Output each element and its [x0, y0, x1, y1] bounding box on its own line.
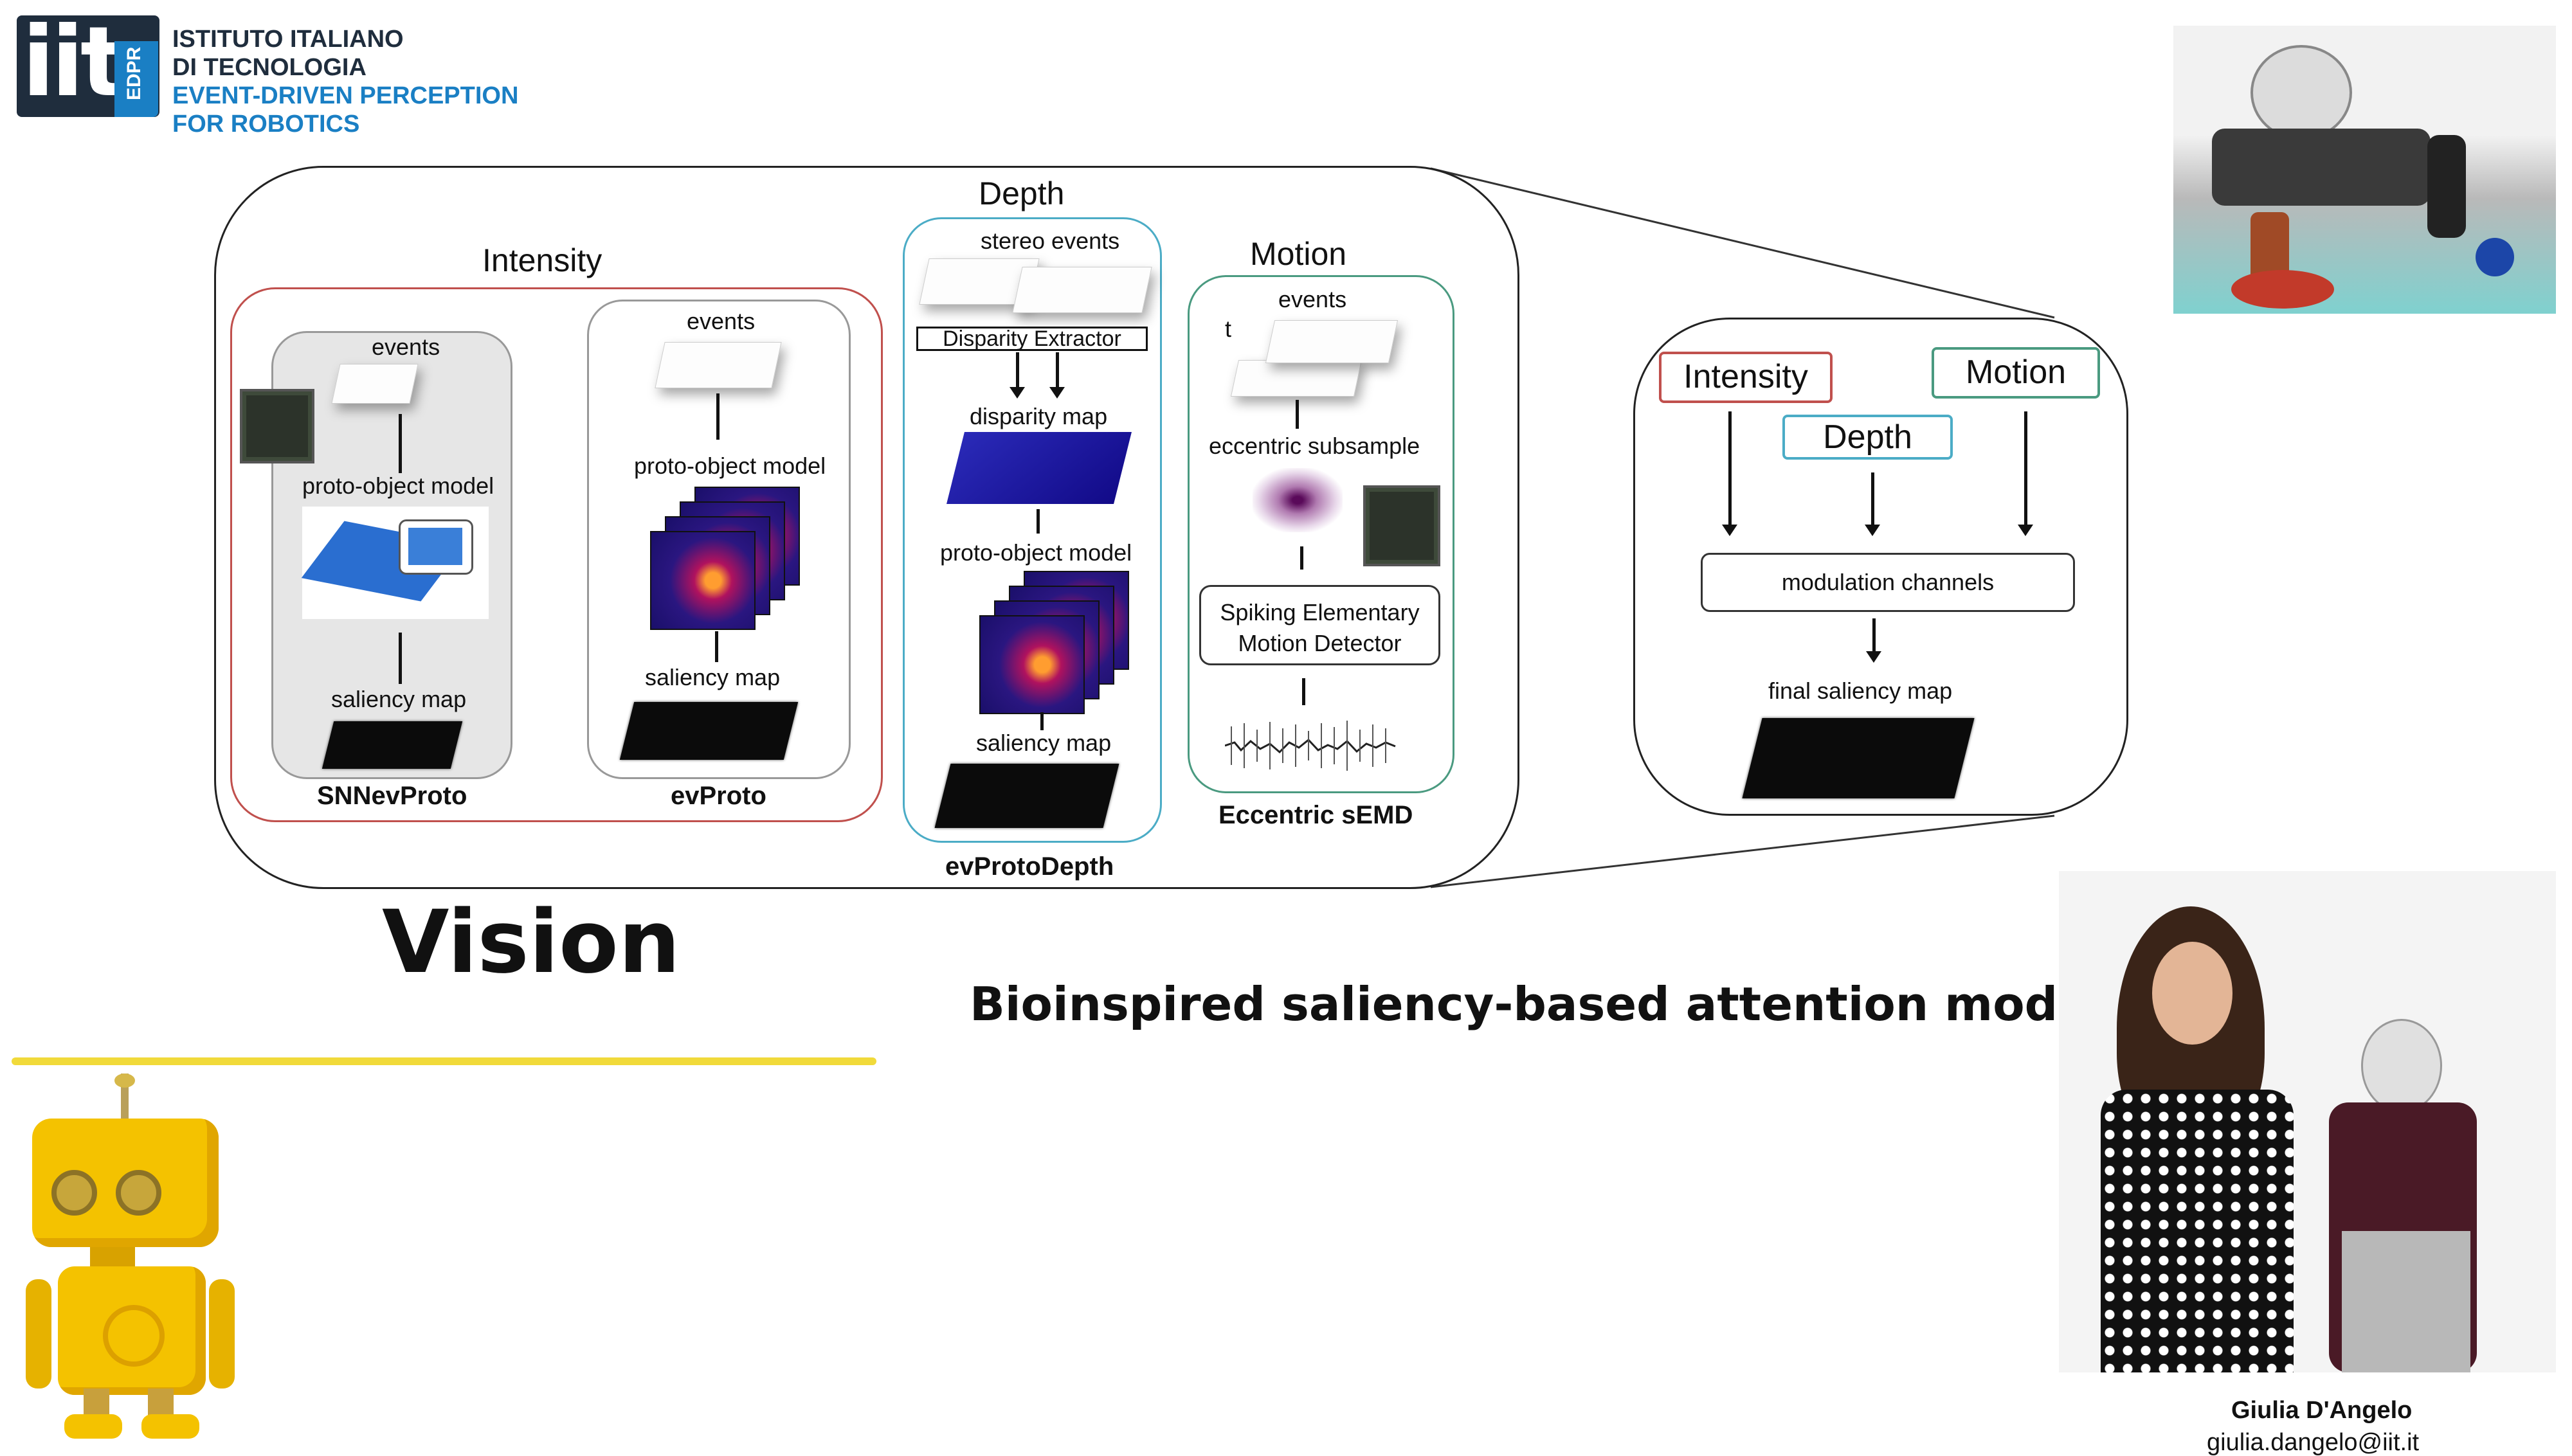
ev-saliency-label: saliency map	[645, 664, 781, 690]
semd-line-2: Motion Detector	[1238, 630, 1402, 656]
yellow-robot-illustration	[26, 1074, 238, 1440]
semd-line-1: Spiking Elementary	[1220, 599, 1420, 625]
ev-events-frame	[655, 342, 782, 388]
depth-model-label: proto-object model	[940, 539, 1132, 566]
presenter-photo	[2059, 871, 2556, 1372]
presenter-email[interactable]: giulia.dangelo@iit.it	[2207, 1429, 2420, 1456]
ev-events-label: events	[687, 308, 756, 334]
summary-motion-arrow	[2018, 411, 2033, 536]
intensity-group	[230, 287, 883, 822]
modulation-channels-box: modulation channels	[1701, 553, 2075, 612]
depth-saliency-map	[934, 764, 1119, 828]
disparity-extractor-box: Disparity Extractor	[916, 327, 1148, 351]
snn-events-label: events	[372, 334, 440, 360]
edpr-badge: EDPR	[114, 41, 158, 117]
neuromorphic-chip-icon	[240, 389, 314, 463]
institute-line-4: FOR ROBOTICS	[172, 111, 360, 138]
institute-line-1: ISTITUTO ITALIANO	[172, 26, 404, 53]
eccentric-sampling-plot	[1253, 468, 1343, 532]
ev-arrow-1	[716, 393, 720, 440]
motion-events-label: events	[1278, 286, 1347, 312]
final-saliency-map	[1742, 718, 1975, 798]
ev-saliency-map	[619, 702, 799, 760]
snn-saliency-label: saliency map	[331, 686, 467, 712]
depth-arrow-3	[1037, 509, 1040, 534]
summary-intensity-arrow	[1722, 411, 1737, 536]
depth-heading: Depth	[979, 175, 1065, 211]
evproto-name: evProto	[671, 782, 766, 810]
page-title: Vision	[382, 892, 680, 993]
institute-line-2: DI TECNOLOGIA	[172, 54, 367, 81]
depth-right-events-frame	[1012, 267, 1152, 313]
depth-arrow-1	[1010, 352, 1025, 399]
motion-arrow-2	[1300, 546, 1303, 570]
summary-depth-tag: Depth	[1782, 415, 1953, 460]
depth-proto-map-1	[979, 615, 1085, 714]
saliency-summary-panel	[1633, 318, 2128, 816]
semd-detector-box: Spiking Elementary Motion Detector	[1199, 585, 1440, 665]
intensity-heading: Intensity	[482, 242, 602, 278]
vision-diagram-panel	[214, 166, 1519, 889]
motion-arrow-3	[1302, 678, 1305, 705]
snn-arrow-2	[399, 633, 402, 684]
iit-logo-mark: iit	[22, 6, 127, 118]
final-saliency-label: final saliency map	[1768, 678, 1953, 704]
motion-events-frame-front	[1265, 320, 1399, 363]
depth-saliency-label: saliency map	[976, 730, 1112, 756]
summary-arrow-final	[1866, 618, 1881, 663]
spike-raster-plot	[1225, 721, 1396, 771]
depth-arrow-4	[1040, 712, 1044, 730]
ev-model-label: proto-object model	[634, 453, 826, 479]
depth-arrow-2	[1049, 352, 1065, 399]
eccentric-semd-name: Eccentric sEMD	[1218, 801, 1413, 829]
snn-arrow-1	[399, 414, 402, 473]
summary-intensity-tag: Intensity	[1659, 352, 1833, 403]
neuromorphic-chip-icon-2	[1363, 485, 1440, 566]
page-subtitle: Bioinspired saliency-based attention mod…	[970, 977, 2105, 1031]
institute-line-3: EVENT-DRIVEN PERCEPTION	[172, 82, 519, 109]
disparity-map-label: disparity map	[970, 403, 1108, 429]
eccentric-subsample-label: eccentric subsample	[1209, 433, 1420, 459]
depth-group	[903, 217, 1162, 843]
motion-heading: Motion	[1250, 236, 1347, 272]
ev-arrow-2	[715, 631, 718, 662]
snn-model-label: proto-object model	[302, 472, 494, 499]
snn-network-plot	[301, 507, 489, 619]
ev-proto-map-1	[650, 531, 756, 630]
snn-events-frame	[331, 364, 419, 404]
presenter-name: Giulia D'Angelo	[2231, 1397, 2413, 1424]
depth-stereo-label: stereo events	[981, 228, 1120, 254]
title-underline	[12, 1057, 876, 1065]
disparity-map-image	[946, 432, 1132, 504]
summary-depth-arrow	[1865, 472, 1880, 536]
time-axis-label: t	[1225, 316, 1232, 342]
motion-arrow-1	[1296, 400, 1299, 429]
summary-motion-tag: Motion	[1932, 347, 2100, 399]
snn-saliency-map	[322, 721, 463, 769]
evprotodepth-name: evProtoDepth	[945, 852, 1114, 881]
motion-group	[1188, 275, 1454, 793]
icub-robot-photo	[2173, 26, 2556, 314]
snnevproto-name: SNNevProto	[317, 782, 467, 810]
motion-events-frame-back	[1230, 360, 1363, 397]
